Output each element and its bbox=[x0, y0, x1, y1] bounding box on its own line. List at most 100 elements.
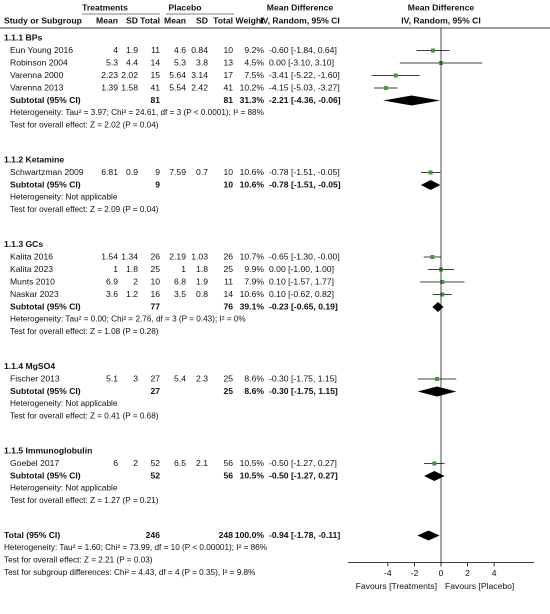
cell: 4.5% bbox=[244, 57, 264, 67]
subtotal-label: Subtotal (95% CI) bbox=[10, 386, 81, 396]
subtotal-cell: 81 bbox=[223, 95, 233, 105]
cell: 10 bbox=[223, 45, 233, 55]
cell: 1.9 bbox=[196, 276, 208, 286]
study-square bbox=[431, 48, 436, 53]
cell: 2.02 bbox=[121, 70, 138, 80]
study-square bbox=[430, 255, 435, 259]
subtotal-cell: 9 bbox=[155, 179, 160, 189]
cell: 56 bbox=[223, 458, 233, 468]
cell: 0.9 bbox=[126, 167, 138, 177]
cell: 52 bbox=[150, 458, 160, 468]
cell: 3.8 bbox=[196, 57, 208, 67]
subtotal-cell: 81 bbox=[150, 95, 160, 105]
column-header: IV, Random, 95% CI bbox=[401, 15, 480, 25]
overall-effect: Test for overall effect: Z = 2.02 (P = 0… bbox=[10, 121, 159, 130]
cell: 5.54 bbox=[169, 82, 186, 92]
subtotal-cell: 25 bbox=[223, 386, 233, 396]
subtotal-cell: 39.1% bbox=[240, 301, 265, 311]
subgroup-title: 1.1.2 Ketamine bbox=[4, 154, 64, 164]
overall-effect: Test for overall effect: Z = 2.09 (P = 0… bbox=[10, 205, 159, 214]
subgroup-title: 1.1.4 MgSO4 bbox=[4, 361, 55, 371]
subtotal-cell: 76 bbox=[223, 301, 233, 311]
heterogeneity: Heterogeneity: Tau² = 3.97; Chi² = 24.61… bbox=[10, 108, 264, 117]
column-header: IV, Random, 95% CI bbox=[260, 15, 339, 25]
cell: 3.5 bbox=[174, 289, 186, 299]
pooled-diamond bbox=[417, 386, 457, 397]
ci-text: -0.60 [-1.84, 0.64] bbox=[269, 45, 337, 55]
study-square bbox=[383, 86, 388, 90]
ci-text: -0.65 [-1.30, -0.00] bbox=[269, 251, 340, 261]
subtotal-label: Subtotal (95% CI) bbox=[10, 179, 81, 189]
cell: 2.19 bbox=[169, 251, 186, 261]
ci-text: -3.41 [-5.22, -1.60] bbox=[269, 70, 340, 80]
x-tick-label: -4 bbox=[384, 568, 392, 578]
pooled-diamond bbox=[424, 471, 445, 481]
heterogeneity: Heterogeneity: Not applicable bbox=[10, 193, 118, 202]
cell: 9.9% bbox=[244, 264, 264, 274]
study-name: Eun Young 2016 bbox=[10, 45, 73, 55]
cell: 4.6 bbox=[174, 45, 186, 55]
cell: 1 bbox=[181, 264, 186, 274]
cell: 27 bbox=[150, 373, 160, 383]
cell: 1.54 bbox=[101, 251, 118, 261]
study-name: Naskar 2023 bbox=[10, 289, 59, 299]
subtotal-cell: 27 bbox=[150, 386, 160, 396]
cell: 2.23 bbox=[101, 70, 118, 80]
cell: 6 bbox=[113, 458, 118, 468]
cell: 1.8 bbox=[196, 264, 208, 274]
subtotal-ci: -2.21 [-4.36, -0.06] bbox=[269, 95, 341, 105]
cell: 2.3 bbox=[196, 373, 208, 383]
subtotal-cell: 52 bbox=[150, 470, 160, 480]
subtotal-cell: 10.6% bbox=[240, 179, 265, 189]
subtotal-cell: 77 bbox=[150, 301, 160, 311]
heterogeneity: Heterogeneity: Not applicable bbox=[10, 484, 118, 493]
cell: 6.8 bbox=[174, 276, 186, 286]
overall-effect: Test for overall effect: Z = 2.21 (P = 0… bbox=[4, 556, 153, 565]
cell: 3.14 bbox=[191, 70, 208, 80]
cell: 9 bbox=[155, 167, 160, 177]
ci-text: -4.15 [-5.03, -3.27] bbox=[269, 82, 340, 92]
subtotal-label: Subtotal (95% CI) bbox=[10, 95, 81, 105]
cell: 2.1 bbox=[196, 458, 208, 468]
cell: 14 bbox=[150, 57, 160, 67]
column-header: Mean bbox=[96, 15, 118, 25]
ci-text: -0.50 [-1.27, 0.27] bbox=[269, 458, 337, 468]
study-square bbox=[440, 292, 445, 297]
study-square bbox=[428, 170, 433, 175]
subtotal-ci: -0.50 [-1.27, 0.27] bbox=[269, 470, 338, 480]
ci-text: 0.00 [-3.10, 3.10] bbox=[269, 57, 334, 67]
x-tick-label: 4 bbox=[492, 568, 497, 578]
study-name: Varenna 2000 bbox=[10, 70, 64, 80]
study-square bbox=[393, 73, 398, 78]
subtotal-ci: -0.23 [-0.65, 0.19] bbox=[269, 301, 338, 311]
study-name: Kalita 2016 bbox=[10, 251, 53, 261]
cell: 11 bbox=[224, 276, 233, 286]
pooled-diamond bbox=[383, 95, 441, 106]
pooled-diamond bbox=[420, 180, 441, 190]
study-square bbox=[432, 461, 437, 466]
cell: 2 bbox=[133, 276, 138, 286]
study-name: Fischer 2013 bbox=[10, 373, 60, 383]
cell: 41 bbox=[150, 82, 160, 92]
total-cell: 100.0% bbox=[235, 530, 265, 540]
group-header: Placebo bbox=[169, 2, 202, 12]
column-header: SD bbox=[196, 15, 208, 25]
overall-effect: Test for overall effect: Z = 1.27 (P = 0… bbox=[10, 496, 159, 505]
total-ci: -0.94 [-1.78, -0.11] bbox=[269, 530, 340, 540]
group-header: Treatments bbox=[82, 2, 128, 12]
cell: 5.3 bbox=[106, 57, 118, 67]
cell: 0.84 bbox=[191, 45, 208, 55]
cell: 17 bbox=[223, 70, 233, 80]
subgroup-title: 1.1.5 Immunoglobulin bbox=[4, 445, 92, 455]
cell: 14 bbox=[223, 289, 233, 299]
ci-text: -0.30 [-1.75, 1.15] bbox=[269, 373, 337, 383]
column-header: Mean bbox=[164, 15, 186, 25]
heterogeneity: Heterogeneity: Not applicable bbox=[10, 399, 118, 408]
cell: 10.6% bbox=[240, 167, 265, 177]
favours-left: Favours [Treatments] bbox=[356, 581, 437, 591]
study-name: Schwartzman 2009 bbox=[10, 167, 84, 177]
cell: 4.4 bbox=[126, 57, 138, 67]
subtotal-cell: 56 bbox=[223, 470, 233, 480]
study-name: Robinson 2004 bbox=[10, 57, 68, 67]
